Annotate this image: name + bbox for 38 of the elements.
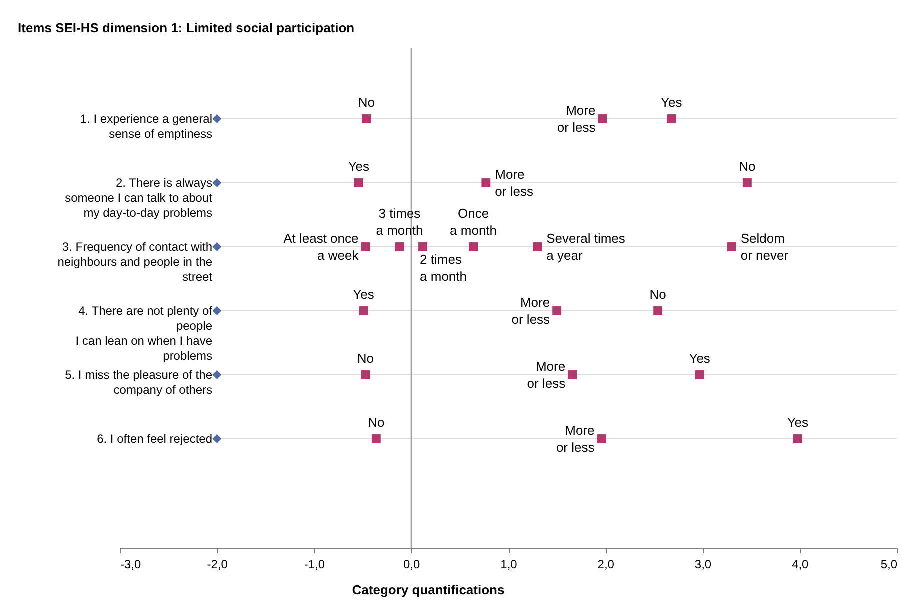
data-label: No <box>368 415 385 430</box>
data-label: Yes <box>661 95 683 110</box>
data-label: More or less <box>512 295 551 327</box>
annotation: 2 times a month <box>420 252 468 284</box>
y-tick-label: 3. Frequency of contact with neighbours and people in the street <box>58 240 214 284</box>
data-label: No <box>739 159 756 174</box>
x-tick-label: 0,0 <box>404 558 421 572</box>
data-label: Seldom or never <box>740 231 790 263</box>
data-label: Yes <box>689 351 711 366</box>
x-axis-title: Category quantifications <box>352 582 505 598</box>
data-label: Yes <box>348 159 370 174</box>
data-label: More or less <box>556 423 596 455</box>
x-tick-label: -3,0 <box>120 558 142 572</box>
data-label: No <box>650 287 666 302</box>
y-tick-label: 1. I experience a general sense of emptiness <box>80 112 212 141</box>
x-tick-label: 1,0 <box>500 558 518 572</box>
data-label: Yes <box>353 287 375 302</box>
x-tick-label: -1,0 <box>304 558 326 572</box>
data-label: Yes <box>787 415 810 430</box>
x-tick-label: -2,0 <box>207 558 228 572</box>
data-label: More or less <box>495 167 534 199</box>
data-label: Once a month <box>450 206 498 238</box>
y-tick-label: 4. There are not plenty of people I can lean on when I have problems <box>76 304 214 363</box>
x-tick-label: 3,0 <box>694 558 712 572</box>
data-label: More or less <box>527 359 566 391</box>
y-tick-label: 6. I often feel rejected <box>97 432 212 446</box>
data-label: No <box>358 95 376 110</box>
x-tick-label: 4,0 <box>792 558 810 572</box>
chart-title: Items SEI-HS dimension 1: Limited social participation <box>18 20 355 36</box>
data-label: More or less <box>557 103 596 135</box>
x-tick-label: 2,0 <box>598 558 615 572</box>
annotation: 3 times a month <box>376 206 424 238</box>
data-label: Several times a year <box>546 231 626 263</box>
y-tick-label: 5. I miss the pleasure of the company of others <box>65 368 213 397</box>
x-tick-label: 5,0 <box>880 558 898 572</box>
data-label: No <box>357 351 374 366</box>
y-tick-label: 2. There is always someone I can talk to about my day-to-day problems <box>65 176 214 220</box>
data-label: At least once a week <box>284 231 360 263</box>
